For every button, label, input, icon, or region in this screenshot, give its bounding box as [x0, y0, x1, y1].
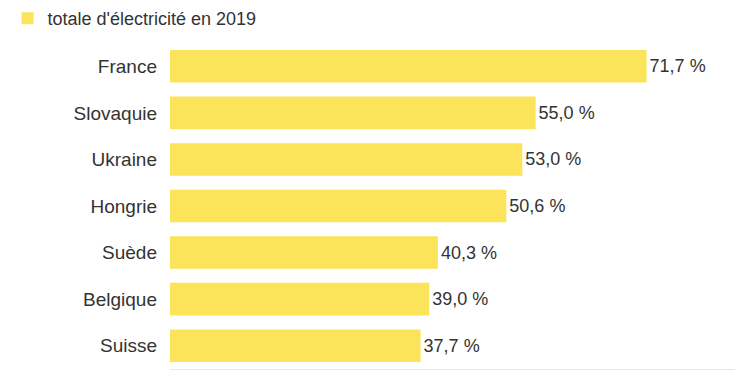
svg-text:Hongrie: Hongrie — [90, 196, 157, 217]
svg-text:39,0 %: 39,0 % — [432, 289, 488, 309]
svg-text:Suisse: Suisse — [100, 335, 157, 356]
svg-text:Slovaquie: Slovaquie — [74, 103, 157, 124]
svg-text:55,0 %: 55,0 % — [539, 103, 595, 123]
svg-text:40,3 %: 40,3 % — [441, 243, 497, 263]
svg-text:50,6 %: 50,6 % — [509, 196, 565, 216]
svg-text:Belgique: Belgique — [83, 289, 157, 310]
svg-text:53,0 %: 53,0 % — [525, 149, 581, 169]
svg-text:71,7 %: 71,7 % — [650, 56, 706, 76]
svg-text:37,7 %: 37,7 % — [424, 336, 480, 356]
svg-text:Ukraine: Ukraine — [92, 149, 157, 170]
svg-text:Suède: Suède — [102, 242, 157, 263]
svg-text:totale d'électricité en 2019: totale d'électricité en 2019 — [48, 9, 257, 29]
svg-text:France: France — [98, 56, 157, 77]
